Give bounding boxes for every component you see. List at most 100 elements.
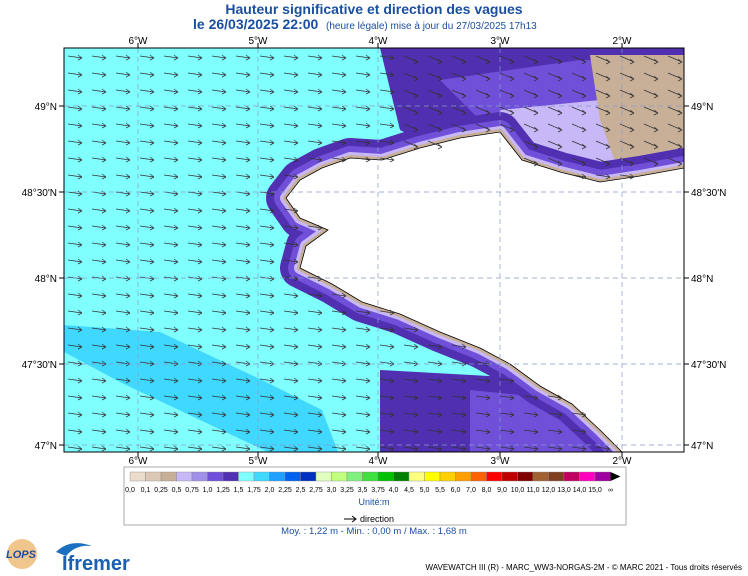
direction-arrow	[259, 394, 275, 401]
direction-arrow	[259, 411, 275, 418]
direction-arrow	[163, 428, 179, 435]
lat-label: 48°N	[35, 274, 57, 285]
direction-arrow	[379, 71, 395, 78]
direction-arrow	[235, 377, 251, 384]
direction-arrow	[67, 428, 83, 435]
direction-arrow	[91, 71, 107, 78]
direction-arrow	[211, 88, 227, 95]
direction-arrow	[475, 106, 491, 116]
direction-arrow	[115, 326, 131, 333]
direction-arrow	[307, 343, 323, 350]
direction-arrow	[283, 343, 299, 350]
direction-arrow	[91, 360, 107, 367]
direction-arrow	[307, 360, 323, 367]
lat-label: 49°N	[691, 102, 713, 113]
direction-arrow	[211, 309, 227, 316]
direction-arrow	[259, 156, 275, 163]
direction-arrow	[235, 122, 251, 129]
legend-label: 7,0	[466, 487, 476, 494]
direction-arrow	[619, 123, 635, 133]
direction-arrow	[235, 309, 251, 316]
direction-arrow	[91, 54, 107, 61]
direction-arrow	[403, 106, 419, 116]
direction-arrow	[571, 157, 587, 167]
direction-arrow	[283, 377, 299, 384]
direction-arrow	[163, 241, 179, 248]
direction-arrow	[67, 241, 83, 248]
direction-arrow	[163, 105, 179, 112]
direction-arrow	[235, 156, 251, 163]
direction-arrow	[331, 105, 347, 112]
direction-arrow	[523, 55, 539, 65]
direction-arrow	[283, 105, 299, 112]
direction-arrow	[451, 89, 467, 99]
direction-arrow	[331, 292, 347, 299]
direction-arrow	[115, 241, 131, 248]
direction-arrow	[211, 275, 227, 282]
direction-arrow	[307, 122, 323, 129]
direction-arrow	[451, 411, 467, 418]
direction-arrow	[427, 445, 443, 452]
direction-arrow	[283, 71, 299, 78]
ifremer-logo-mark	[56, 543, 92, 556]
direction-arrow	[451, 123, 467, 133]
direction-arrow	[259, 343, 275, 350]
lat-label: 47°30'N	[22, 360, 57, 371]
direction-arrow	[259, 88, 275, 95]
direction-arrow	[163, 54, 179, 61]
legend-label: 6,0	[451, 487, 461, 494]
direction-arrow	[139, 224, 155, 231]
direction-arrow	[139, 241, 155, 248]
direction-arrow	[91, 428, 107, 435]
direction-arrow	[211, 156, 227, 163]
direction-arrow	[139, 122, 155, 129]
direction-arrow	[451, 72, 467, 82]
direction-arrow	[187, 445, 203, 452]
legend-label: 0,25	[154, 487, 168, 494]
direction-arrow	[355, 445, 371, 452]
direction-arrow	[67, 394, 83, 401]
direction-arrow	[163, 394, 179, 401]
direction-arrow	[139, 445, 155, 452]
direction-arrow	[259, 326, 275, 333]
direction-arrow	[211, 54, 227, 61]
direction-arrow	[211, 139, 227, 146]
direction-arrow	[499, 445, 515, 452]
legend-swatch	[455, 471, 472, 482]
direction-arrow	[547, 157, 563, 167]
direction-arrow	[403, 428, 419, 435]
direction-arrow	[163, 292, 179, 299]
direction-arrow	[259, 224, 275, 231]
direction-arrow	[379, 377, 395, 384]
direction-arrow	[283, 173, 299, 180]
direction-arrow	[307, 139, 323, 146]
direction-arrow	[67, 156, 83, 163]
legend-swatch	[238, 471, 255, 482]
direction-arrow	[163, 71, 179, 78]
legend-label: 13,0	[557, 487, 571, 494]
direction-arrow	[523, 89, 539, 99]
direction-arrow	[283, 292, 299, 299]
direction-arrow	[235, 105, 251, 112]
direction-arrow	[331, 428, 347, 435]
direction-arrow	[211, 445, 227, 452]
direction-arrow	[115, 394, 131, 401]
direction-arrow	[355, 377, 371, 384]
direction-arrow	[307, 445, 323, 452]
direction-arrow	[283, 275, 299, 282]
direction-arrow	[91, 139, 107, 146]
direction-arrow	[211, 428, 227, 435]
direction-arrow	[67, 173, 83, 180]
direction-arrow	[67, 292, 83, 299]
legend-swatch	[517, 471, 534, 482]
direction-arrow	[139, 54, 155, 61]
direction-arrow	[595, 72, 611, 82]
direction-arrow	[211, 377, 227, 384]
legend-label: 4,0	[389, 487, 399, 494]
direction-arrow	[667, 72, 683, 82]
legend-label: 1,0	[203, 487, 213, 494]
direction-arrow	[139, 71, 155, 78]
direction-arrow	[187, 207, 203, 214]
direction-arrow	[283, 54, 299, 61]
direction-arrow	[211, 122, 227, 129]
